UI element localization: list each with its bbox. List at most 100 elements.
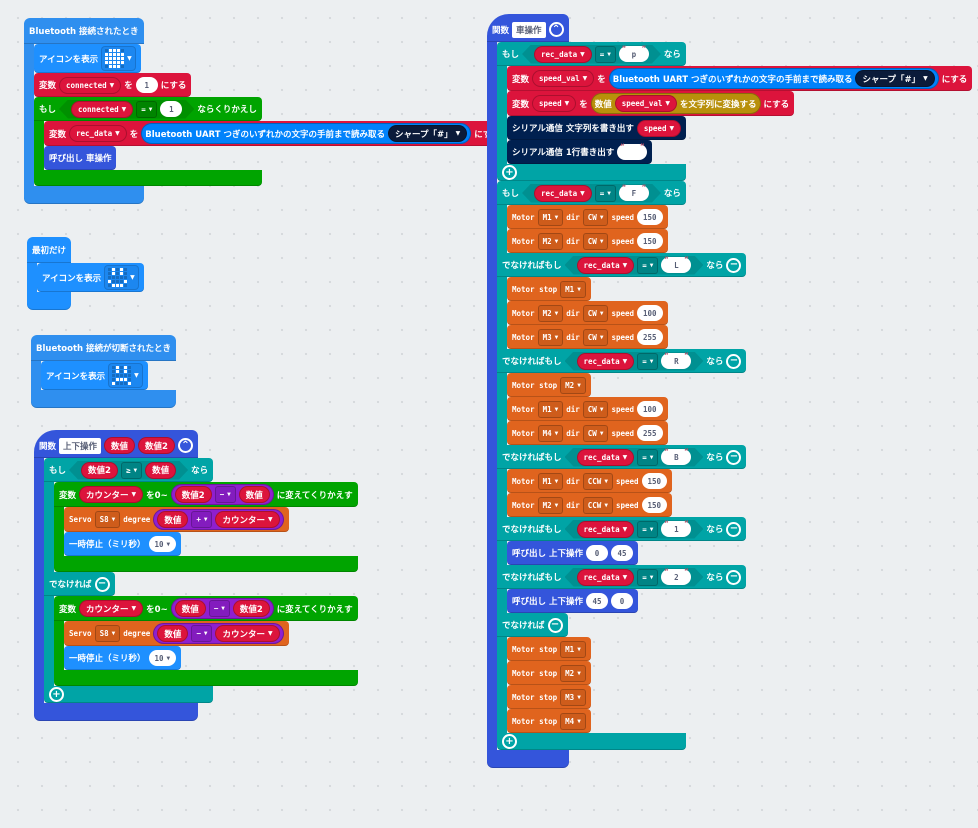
variable-dropdown[interactable]: speed_val ▼ [614,95,678,112]
function-name-field[interactable]: 車操作 [512,21,546,38]
motor-statement-block[interactable]: Motor stop M1 ▼ [507,277,591,301]
operator-dropdown[interactable]: CW ▼ [582,328,609,346]
reporter-block[interactable]: 数値 speed_val ▼ を文字列に変換する [590,93,761,114]
comparison-block[interactable]: rec_data▼=▼2 [565,568,704,587]
operator-dropdown[interactable]: − ▼ [191,625,213,642]
variable-dropdown[interactable]: シャープ「#」 ▼ [855,70,935,87]
function-statement-block[interactable]: 呼び出し 上下操作 45 0 [507,589,638,613]
motor-statement-block[interactable]: Motor M1 ▼ dir CW ▼ speed 100 [507,397,668,421]
operator-dropdown[interactable]: = ▼ [595,185,616,202]
basic-statement-block[interactable]: アイコンを表示 ▼ [34,44,141,73]
string-input[interactable]: p [619,46,649,62]
parameter-reporter[interactable]: 数値 [157,625,189,642]
variable-dropdown[interactable]: カウンター ▼ [215,511,280,528]
number-input[interactable]: 100 [637,305,663,321]
basic-statement-block[interactable]: アイコンを表示 ▼ [41,361,148,390]
variable-statement-block[interactable]: 変数 connected ▼ を 1 にする [34,73,192,97]
operator-dropdown[interactable]: = ▼ [595,46,616,63]
operator-dropdown[interactable]: = ▼ [637,569,658,586]
number-input[interactable]: 100 [637,401,663,417]
function-statement-block[interactable]: 呼び出し 車操作 [44,146,117,170]
string-input[interactable]: R [661,353,691,369]
comparison-block[interactable]: rec_data▼=▼1 [565,520,704,539]
operator-dropdown[interactable]: M2 ▼ [560,664,586,682]
add-branch-icon[interactable]: + [502,165,517,180]
operator-dropdown[interactable]: CW ▼ [582,400,609,418]
reporter-block[interactable]: 数値2 − ▼ 数値 [170,484,274,505]
basic-statement-block[interactable]: 一時停止（ミリ秒） 10 ▼ [64,646,182,670]
led-icon-picker[interactable]: ▼ [104,265,139,290]
variable-dropdown[interactable]: シャープ「#」 ▼ [387,125,468,142]
serial-statement-block[interactable]: シリアル通信 1行書き出す [507,140,653,164]
number-input[interactable]: 150 [637,233,663,249]
parameter-reporter[interactable]: 数値 [145,462,176,479]
remove-branch-icon[interactable]: − [726,353,742,369]
variable-dropdown[interactable]: rec_data ▼ [577,353,635,370]
motor-statement-block[interactable]: Motor stop M1 ▼ [507,637,591,661]
variable-dropdown[interactable]: rec_data ▼ [534,46,592,63]
remove-branch-icon[interactable]: − [94,576,110,592]
variable-dropdown[interactable]: rec_data ▼ [577,257,635,274]
parameter-reporter[interactable]: 数値 [104,437,136,454]
parameter-reporter[interactable]: 数値2 [138,437,175,454]
operator-dropdown[interactable]: M2 ▼ [537,304,564,322]
variable-statement-block[interactable]: 変数 speed ▼ を数値 speed_val ▼ を文字列に変換する にする [507,91,795,116]
motor-statement-block[interactable]: Motor M3 ▼ dir CW ▼ speed 255 [507,325,668,349]
reporter-block[interactable]: 数値 − ▼ 数値2 [170,598,274,619]
loop-header[interactable]: 変数 カウンター ▼ を0~ 数値2− ▼ 数値 に変えてくりかえす [54,482,358,507]
hat-header[interactable]: Bluetooth 接続が切断されたとき [31,335,177,361]
comparison-block[interactable]: rec_data▼=▼B [565,448,704,467]
string-input[interactable]: F [619,185,649,201]
remove-branch-icon[interactable]: − [726,449,742,465]
operator-dropdown[interactable]: − ▼ [214,486,236,503]
motor-statement-block[interactable]: Motor M2 ▼ dir CW ▼ speed 100 [507,301,668,325]
else-header[interactable]: でなければ − [44,572,115,596]
motor-statement-block[interactable]: Motor stop M2 ▼ [507,373,591,397]
operator-dropdown[interactable]: S8 ▼ [94,511,121,528]
variable-dropdown[interactable]: カウンター ▼ [79,486,144,503]
variable-statement-block[interactable]: 変数 rec_data ▼ を Bluetooth UART つぎのいずれかの文字の手前… [44,121,505,146]
function-statement-block[interactable]: 呼び出し 上下操作 0 45 [507,541,638,565]
string-input[interactable]: 2 [661,569,691,585]
motor-statement-block[interactable]: Motor M1 ▼ dir CCW ▼ speed 150 [507,469,673,493]
hat-header[interactable]: 関数 上下操作 数値 数値2 ⌃ [34,430,198,458]
operator-dropdown[interactable]: = ▼ [637,353,658,370]
variable-dropdown[interactable]: rec_data ▼ [577,449,635,466]
comparison-block[interactable]: connected ▼ = ▼ 1 [59,100,194,119]
reporter-block[interactable]: Bluetooth UART つぎのいずれかの文字の手前まで読み取る シャープ「#… [608,68,939,89]
variable-dropdown[interactable]: カウンター ▼ [215,625,280,642]
variable-dropdown[interactable]: rec_data ▼ [577,521,635,538]
variable-dropdown[interactable]: カウンター ▼ [79,600,144,617]
loop-header[interactable]: 変数 カウンター ▼ を0~ 数値 − ▼ 数値2 に変えてくりかえす [54,596,358,621]
operator-dropdown[interactable]: M2 ▼ [560,376,586,394]
parameter-reporter[interactable]: 数値2 [81,462,118,479]
motor-statement-block[interactable]: Motor stop M4 ▼ [507,709,591,733]
remove-branch-icon[interactable]: − [726,521,742,537]
number-input[interactable]: 1 [135,77,158,93]
hat-header[interactable]: Bluetooth 接続されたとき [24,18,144,44]
variable-dropdown[interactable]: speed ▼ [636,119,682,137]
motor-statement-block[interactable]: Motor M2 ▼ dir CCW ▼ speed 150 [507,493,673,517]
hat-header[interactable]: 最初だけ [27,237,72,263]
number-input[interactable]: 10 ▼ [148,536,177,552]
variable-dropdown[interactable]: speed_val ▼ [532,70,595,87]
reporter-block[interactable]: 数値 − ▼ カウンター ▼ [153,623,284,644]
operator-dropdown[interactable]: CW ▼ [582,208,609,226]
variable-dropdown[interactable]: connected ▼ [59,76,122,94]
motor-statement-block[interactable]: Motor M2 ▼ dir CW ▼ speed 150 [507,229,668,253]
operator-dropdown[interactable]: ≥ ▼ [121,462,142,479]
remove-branch-icon[interactable]: − [726,569,742,585]
operator-dropdown[interactable]: M3 ▼ [537,328,564,346]
operator-dropdown[interactable]: M4 ▼ [560,712,586,730]
basic-statement-block[interactable]: 一時停止（ミリ秒） 10 ▼ [64,532,182,556]
comparison-block[interactable]: rec_data▼=▼p [522,45,661,64]
variable-dropdown[interactable]: rec_data ▼ [534,185,592,202]
operator-dropdown[interactable]: = ▼ [637,257,658,274]
operator-dropdown[interactable]: M4 ▼ [537,424,564,442]
operator-dropdown[interactable]: CW ▼ [582,424,609,442]
serial-statement-block[interactable]: シリアル通信 文字列を書き出す speed ▼ [507,116,687,140]
operator-dropdown[interactable]: = ▼ [637,449,658,466]
